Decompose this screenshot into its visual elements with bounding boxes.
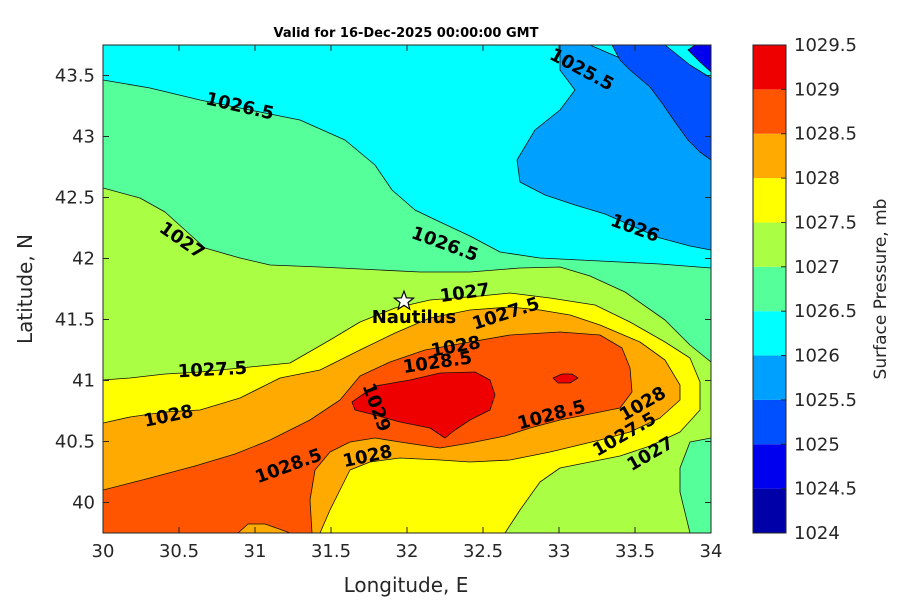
- colorbar-tick-label: 1029: [794, 79, 840, 100]
- colorbar-tick-label: 1024: [794, 523, 840, 544]
- y-tick-label: 40: [72, 493, 95, 514]
- y-tick-label: 42.5: [55, 188, 95, 209]
- colorbar: 1024 1024.5 1025 1025.5 1026 1026.5 1027 1027.5…: [752, 35, 857, 544]
- colorbar-tick-label: 1028: [794, 168, 840, 189]
- x-tick-label: 31.5: [311, 541, 351, 562]
- band-1029: [351, 371, 496, 439]
- colorbar-swatch: [753, 45, 786, 90]
- band-1028-corner: [237, 523, 291, 533]
- x-tick-label: 32: [396, 541, 419, 562]
- x-axis-ticks: 30 30.5 31 31.5 32 32.5 33 33.5 34: [92, 45, 723, 562]
- nautilus-marker: Nautilus: [372, 289, 457, 328]
- colorbar-tick-label: 1027.5: [794, 212, 857, 233]
- colorbar-swatch: [753, 488, 786, 533]
- y-tick-label: 41: [72, 371, 95, 392]
- colorbar-swatch: [753, 444, 786, 489]
- chart-title: Valid for 16-Dec-2025 00:00:00 GMT: [274, 26, 539, 41]
- colorbar-swatch: [753, 355, 786, 400]
- band-1024-5: [687, 45, 711, 73]
- marker-label: Nautilus: [372, 307, 457, 328]
- colorbar-tick-label: 1029.5: [794, 35, 857, 56]
- contour-label: 1027.5: [177, 358, 247, 383]
- y-tick-label: 40.5: [55, 432, 95, 453]
- y-tick-label: 42: [72, 249, 95, 270]
- x-tick-label: 34: [700, 541, 723, 562]
- band-1028-5: [103, 331, 633, 533]
- y-tick-label: 43.5: [55, 66, 95, 87]
- x-tick-label: 31: [244, 541, 267, 562]
- x-tick-label: 30.5: [159, 541, 199, 562]
- x-tick-label: 33.5: [615, 541, 655, 562]
- colorbar-frame: [752, 44, 787, 534]
- colorbar-tick-label: 1024.5: [794, 479, 857, 500]
- colorbar-swatch: [753, 222, 786, 267]
- band-1025: [611, 45, 711, 161]
- star-icon: [392, 289, 416, 311]
- colorbar-tick-label: 1025: [794, 434, 840, 455]
- colorbar-swatch: [753, 178, 786, 223]
- colorbar-label: Surface Pressure, mb: [871, 199, 891, 380]
- colorbar-tick-label: 1026: [794, 346, 840, 367]
- colorbar-tick-label: 1025.5: [794, 390, 857, 411]
- y-axis-ticks: 40 40.5 41 41.5 42 42.5 43 43.5: [55, 66, 711, 514]
- colorbar-tick-label: 1028.5: [794, 124, 857, 145]
- y-tick-label: 41.5: [55, 310, 95, 331]
- colorbar-tick-label: 1026.5: [794, 301, 857, 322]
- x-tick-label: 30: [92, 541, 115, 562]
- contour-field: [103, 45, 711, 533]
- y-axis-label: Latitude, N: [13, 234, 37, 344]
- colorbar-swatch: [753, 311, 786, 356]
- x-axis-label: Longitude, E: [344, 573, 469, 597]
- colorbar-swatch: [753, 399, 786, 445]
- band-1029-small: [552, 373, 579, 384]
- y-tick-label: 43: [72, 127, 95, 148]
- x-tick-label: 33: [548, 541, 571, 562]
- colorbar-swatch: [753, 89, 786, 134]
- colorbar-swatch: [753, 266, 786, 312]
- x-tick-label: 32.5: [463, 541, 503, 562]
- colorbar-swatch: [753, 133, 786, 179]
- colorbar-tick-label: 1027: [794, 257, 840, 278]
